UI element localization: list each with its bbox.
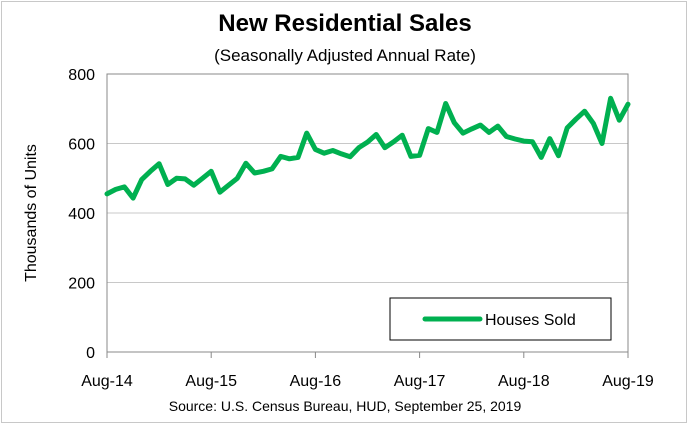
y-axis-tick-labels: 0 200 400 600 800 xyxy=(68,67,95,362)
chart-source: Source: U.S. Census Bureau, HUD, Septemb… xyxy=(168,398,522,414)
y-tick-label: 200 xyxy=(68,276,95,293)
y-tick-label: 800 xyxy=(68,67,95,84)
chart-title: New Residential Sales xyxy=(218,10,472,37)
x-tick-label: Aug-16 xyxy=(290,373,342,390)
y-tick-label: 400 xyxy=(68,206,95,223)
x-tick-label: Aug-19 xyxy=(602,373,654,390)
x-tick-label: Aug-17 xyxy=(394,373,446,390)
y-tick-label: 600 xyxy=(68,137,95,154)
series-line-houses-sold xyxy=(104,95,631,201)
x-tick-label: Aug-14 xyxy=(81,373,133,390)
x-axis-ticks xyxy=(106,352,629,358)
y-axis-title: Thousands of Units xyxy=(23,144,40,282)
legend: Houses Sold xyxy=(389,297,612,341)
chart-subtitle: (Seasonally Adjusted Annual Rate) xyxy=(214,46,476,65)
plot-area xyxy=(106,73,629,353)
y-tick-label: 0 xyxy=(86,345,95,362)
x-axis-tick-labels: Aug-14 Aug-15 Aug-16 Aug-17 Aug-18 Aug-19 xyxy=(81,373,654,390)
x-tick-label: Aug-15 xyxy=(185,373,237,390)
x-tick-label: Aug-18 xyxy=(498,373,550,390)
legend-label: Houses Sold xyxy=(485,312,576,329)
